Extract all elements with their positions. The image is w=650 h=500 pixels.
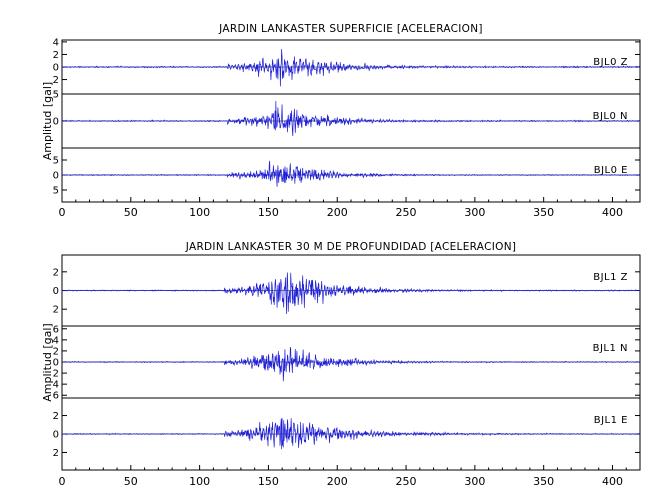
waveform-trace [61,346,641,382]
y-tick-label: 2 [53,448,59,459]
figure-2: JARDIN LANKASTER 30 M DE PROFUNDIDAD [AC… [41,241,641,488]
panel-2: 0 5 BJL0 N [53,90,641,149]
x-tick-label: 200 [327,206,348,219]
y-tick-label: 0 [53,286,59,297]
y-axis-label: Amplitud [gal] [41,82,54,160]
channel-label: BJL1 Z [593,272,628,283]
waveform-trace [61,160,641,187]
y-axis-label: Amplitud [gal] [41,323,54,401]
channel-label: BJL1 N [593,343,628,354]
channel-label: BJL0 Z [593,57,628,68]
x-tick-label: 350 [533,206,554,219]
waveform-trace [61,101,641,136]
y-tick-label: 0 [53,430,59,441]
y-tick-label: 4 [53,335,59,346]
x-tick-label: 100 [189,206,210,219]
x-tick-label: 400 [602,475,623,488]
channel-label: BJL0 N [593,111,628,122]
y-tick-label: 0 [53,171,59,182]
x-tick-label: 250 [396,475,417,488]
waveform-trace [61,272,641,314]
panel-3: 2 0 2 BJL1 E [53,397,641,471]
y-tick-label: 0 [53,117,59,128]
y-tick-label: 5 [53,186,59,197]
x-tick-label: 0 [59,206,66,219]
chart-title: JARDIN LANKASTER SUPERFICIE [ACELERACION… [218,23,483,35]
waveform-trace [61,48,641,87]
x-tick-label: 200 [327,475,348,488]
y-tick-label: 5 [53,156,59,167]
y-tick-label: 5 [53,90,59,101]
y-tick-label: 2 [53,267,59,278]
y-tick-label: 0 [53,358,59,369]
x-tick-label: 50 [124,206,138,219]
y-tick-label: 2 [53,50,59,61]
x-tick-label: 350 [533,475,554,488]
chart-title: JARDIN LANKASTER 30 M DE PROFUNDIDAD [AC… [185,241,517,253]
y-tick-label: 4 [53,37,59,48]
x-tick-label: 300 [464,206,485,219]
y-tick-label: 2 [53,411,59,422]
y-tick-label: 6 [53,324,59,335]
x-tick-label: 100 [189,475,210,488]
channel-label: BJL1 E [594,415,628,426]
x-tick-label: 400 [602,206,623,219]
y-tick-label: 0 [53,63,59,74]
y-tick-label: 2 [53,305,59,316]
waveform-trace [61,417,641,450]
x-tick-label: 150 [258,206,279,219]
y-tick-label: 6 [53,391,59,402]
panel-1: 2 0 2 BJL1 Z [53,254,641,327]
y-tick-label: 4 [53,380,59,391]
y-tick-label: 2 [53,75,59,86]
panel-3: 5 0 5 BJL0 E [53,147,641,203]
x-tick-label: 50 [124,475,138,488]
channel-label: BJL0 E [594,165,628,176]
x-tick-label: 250 [396,206,417,219]
y-tick-label: 2 [53,346,59,357]
x-tick-label: 300 [464,475,485,488]
x-tick-label: 150 [258,475,279,488]
figure-1: JARDIN LANKASTER SUPERFICIE [ACELERACION… [41,23,641,219]
y-tick-label: 2 [53,369,59,380]
x-tick-label: 0 [59,475,66,488]
